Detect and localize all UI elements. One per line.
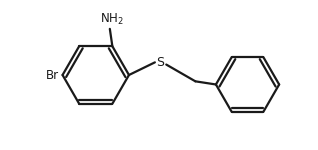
Text: Br: Br: [46, 69, 59, 81]
Text: S: S: [156, 56, 165, 69]
Text: NH$_2$: NH$_2$: [100, 12, 123, 27]
